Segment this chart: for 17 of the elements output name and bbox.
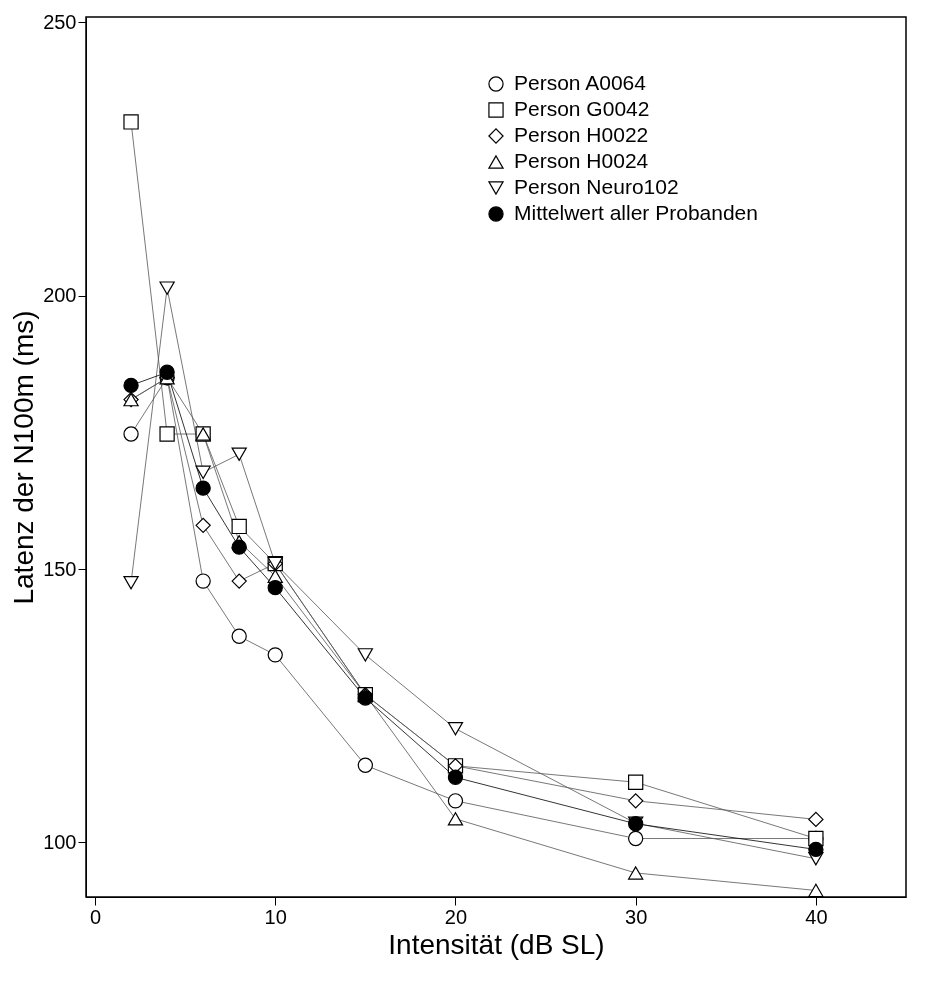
x-tick-label: 10 (264, 905, 287, 928)
legend-label: Person H0022 (514, 123, 649, 146)
x-tick-label: 30 (625, 905, 648, 928)
y-tick-label: 100 (43, 830, 77, 853)
legend-label: Person Neuro102 (514, 175, 679, 198)
y-tick-label: 250 (43, 10, 77, 33)
y-tick-label: 200 (43, 284, 77, 307)
legend-label: Mittelwert aller Probanden (514, 201, 758, 224)
x-axis-title: Intensität (dB SL) (388, 928, 605, 960)
y-axis-title: Latenz der N100m (ms) (8, 310, 40, 605)
y-tick-label: 150 (43, 557, 77, 580)
x-tick-label: 0 (89, 905, 102, 928)
x-tick-label: 20 (444, 905, 468, 928)
legend-label: Person A0064 (514, 71, 647, 94)
legend-label: Person H0024 (514, 149, 649, 172)
x-tick-label: 40 (805, 905, 828, 928)
legend-label: Person G0042 (514, 97, 650, 120)
